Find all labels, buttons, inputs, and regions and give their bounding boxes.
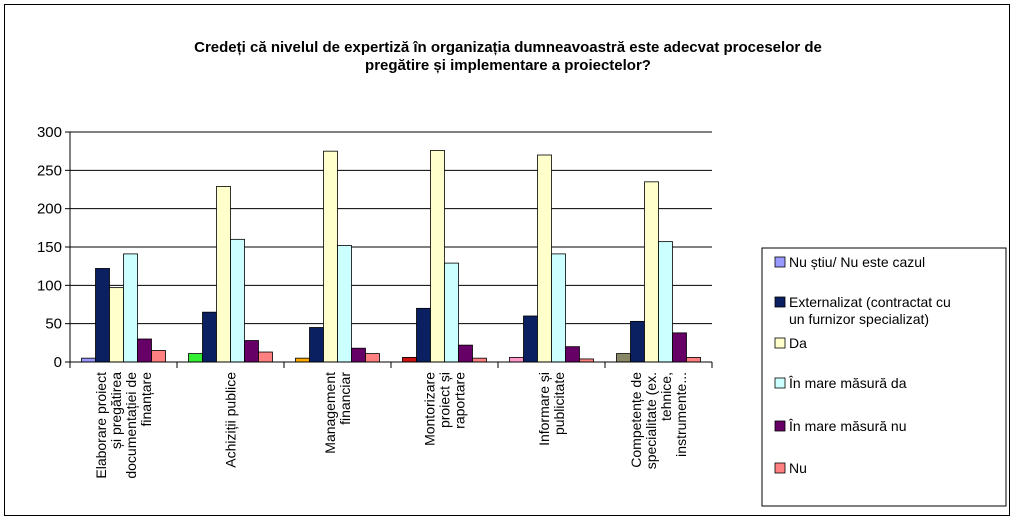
category-label-0: Elaborare proiect și pregătirea documentaț… — [93, 372, 154, 479]
title-line-0: Credeți că nivelul de expertiză în organ… — [194, 39, 822, 56]
title-line-1: pregătire și implementare a proiectelor? — [365, 57, 651, 74]
legend: Nu știu/ Nu este cazul Externalizat (cont… — [761, 247, 1007, 507]
category-label-line: finanțare — [138, 372, 154, 427]
bar-1-3 — [416, 307, 431, 363]
legend-label-4: În mare măsură nu — [788, 418, 907, 434]
legend-label-2: Da — [789, 335, 807, 351]
axes — [69, 132, 713, 368]
bar-4-4 — [565, 346, 580, 363]
legend-box — [761, 247, 1007, 507]
bar-0-0 — [81, 357, 96, 363]
bar-5-5 — [686, 356, 701, 363]
bar-4-0 — [137, 338, 152, 363]
legend-label-1: Externalizat (contractat cu — [789, 294, 951, 310]
category-label-line: raportare — [452, 372, 468, 429]
bar-2-2 — [323, 150, 338, 363]
bar-5-3 — [472, 357, 487, 363]
category-label-line: instrumente... — [673, 372, 689, 457]
category-labels: Elaborare proiect și pregătirea documentaț… — [93, 372, 689, 479]
y-tick-label: 300 — [37, 124, 62, 141]
category-label-line: proiect și — [437, 372, 453, 428]
category-label-line: tehnice, — [658, 372, 674, 421]
bar-4-2 — [351, 347, 366, 363]
bar-2-1 — [216, 186, 231, 363]
bar-3-5 — [658, 241, 673, 363]
bar-3-3 — [444, 262, 459, 363]
bar-4-1 — [244, 340, 259, 363]
legend-swatch-5 — [774, 462, 786, 474]
legend-label-5: Nu — [789, 460, 807, 476]
bar-5-0 — [151, 350, 166, 363]
legend-swatch-1 — [774, 296, 786, 308]
bar-0-1 — [188, 353, 203, 363]
bar-0-3 — [402, 356, 417, 363]
legend-swatch-2 — [774, 337, 786, 349]
bar-2-3 — [430, 149, 445, 363]
gridlines — [65, 131, 712, 363]
category-label-3: Montorizare proiect și raportare — [422, 372, 468, 446]
bar-1-4 — [523, 315, 538, 363]
bar-2-5 — [644, 181, 659, 363]
bar-0-5 — [616, 353, 631, 363]
y-tick-label: 100 — [37, 277, 62, 294]
chart-title: Credeți că nivelul de expertiză în organ… — [194, 39, 822, 74]
bars — [81, 149, 701, 363]
bar-1-1 — [202, 311, 217, 363]
bar-3-2 — [337, 245, 352, 363]
bar-3-0 — [123, 253, 138, 363]
category-label-line: Management — [322, 372, 338, 454]
bar-4-3 — [458, 344, 473, 363]
legend-label-3: În mare măsură da — [788, 375, 907, 391]
y-tick-label: 250 — [37, 162, 62, 179]
legend-swatch-4 — [774, 420, 786, 432]
y-tick-labels: 0 50 100 150 200 250 300 — [37, 124, 62, 371]
category-label-1: Achiziții publice — [223, 372, 239, 468]
category-label-5: Competențe de specialitate (ex. tehnice, in… — [628, 372, 689, 469]
bar-5-1 — [258, 351, 273, 363]
category-label-line: Achiziții publice — [223, 372, 239, 468]
bar-3-1 — [230, 238, 245, 363]
category-label-line: specialitate (ex. — [643, 372, 659, 469]
category-label-line: Competențe de — [628, 372, 644, 468]
bar-1-2 — [309, 327, 324, 363]
legend-swatch-0 — [774, 256, 786, 268]
category-label-line: financiar — [337, 372, 353, 425]
category-label-line: Informare și — [536, 372, 552, 446]
bar-1-5 — [630, 320, 645, 363]
bar-1-0 — [95, 268, 110, 363]
bar-2-4 — [537, 154, 552, 363]
bar-2-0 — [109, 287, 124, 363]
legend-label-1: un furnizor specializat) — [789, 311, 929, 327]
category-label-2: Management financiar — [322, 372, 353, 454]
bar-4-5 — [672, 332, 687, 363]
legend-label-0: Nu știu/ Nu este cazul — [789, 254, 925, 270]
y-tick-label: 0 — [54, 354, 62, 371]
category-label-line: publicitate — [551, 372, 567, 435]
bar-0-4 — [509, 356, 524, 363]
category-label-4: Informare și publicitate — [536, 372, 567, 446]
y-tick-label: 50 — [45, 316, 62, 333]
y-tick-label: 200 — [37, 201, 62, 218]
bar-0-2 — [295, 357, 310, 363]
category-label-line: Elaborare proiect — [93, 372, 109, 479]
bar-5-2 — [365, 353, 380, 363]
legend-swatch-3 — [774, 377, 786, 389]
bar-3-4 — [551, 253, 566, 363]
category-label-line: documentației de — [123, 372, 139, 479]
y-tick-label: 150 — [37, 239, 62, 256]
category-label-line: și pregătirea — [108, 372, 124, 449]
category-label-line: Montorizare — [422, 372, 438, 446]
